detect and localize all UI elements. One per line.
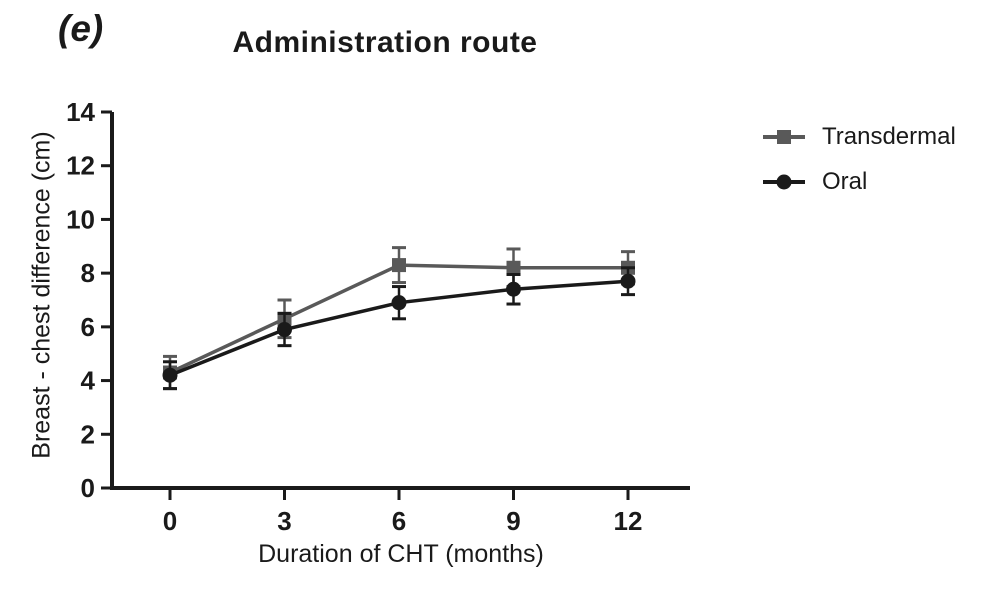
x-axis-label: Duration of CHT (months)	[258, 540, 544, 568]
legend: Transdermal Oral	[763, 122, 956, 212]
x-tick-label: 9	[506, 506, 520, 536]
x-tick-label: 12	[614, 506, 643, 536]
legend-item-transdermal: Transdermal	[763, 122, 956, 152]
legend-item-oral: Oral	[763, 167, 956, 197]
data-point-marker	[277, 322, 292, 338]
data-point-marker	[506, 260, 521, 275]
data-point-marker	[506, 281, 521, 297]
circle-marker-icon	[763, 180, 805, 184]
data-point-marker	[391, 295, 407, 311]
x-tick-label: 6	[392, 506, 406, 536]
y-tick-label: 12	[66, 151, 95, 181]
x-tick-label: 3	[277, 506, 291, 536]
x-ticks: 0 3 6 9 12	[163, 488, 643, 536]
x-tick-label: 0	[163, 506, 177, 536]
y-tick-label: 4	[81, 366, 96, 396]
y-tick-label: 14	[66, 97, 95, 127]
chart-title: Administration route	[232, 26, 538, 59]
data-point-marker	[162, 367, 178, 383]
y-ticks: 0 2 4 6 8 10 12 14	[66, 97, 112, 503]
series-oral	[162, 266, 636, 391]
y-tick-label: 2	[81, 419, 95, 449]
y-tick-label: 0	[81, 473, 95, 503]
y-tick-label: 8	[81, 258, 95, 288]
panel-label: (e)	[58, 8, 104, 49]
legend-label-oral: Oral	[822, 168, 868, 195]
legend-label-transdermal: Transdermal	[822, 123, 956, 150]
data-point-marker	[392, 258, 406, 273]
data-point-marker	[620, 273, 636, 289]
y-tick-label: 10	[66, 204, 95, 234]
y-tick-label: 6	[81, 312, 95, 342]
square-marker-icon	[763, 135, 805, 139]
